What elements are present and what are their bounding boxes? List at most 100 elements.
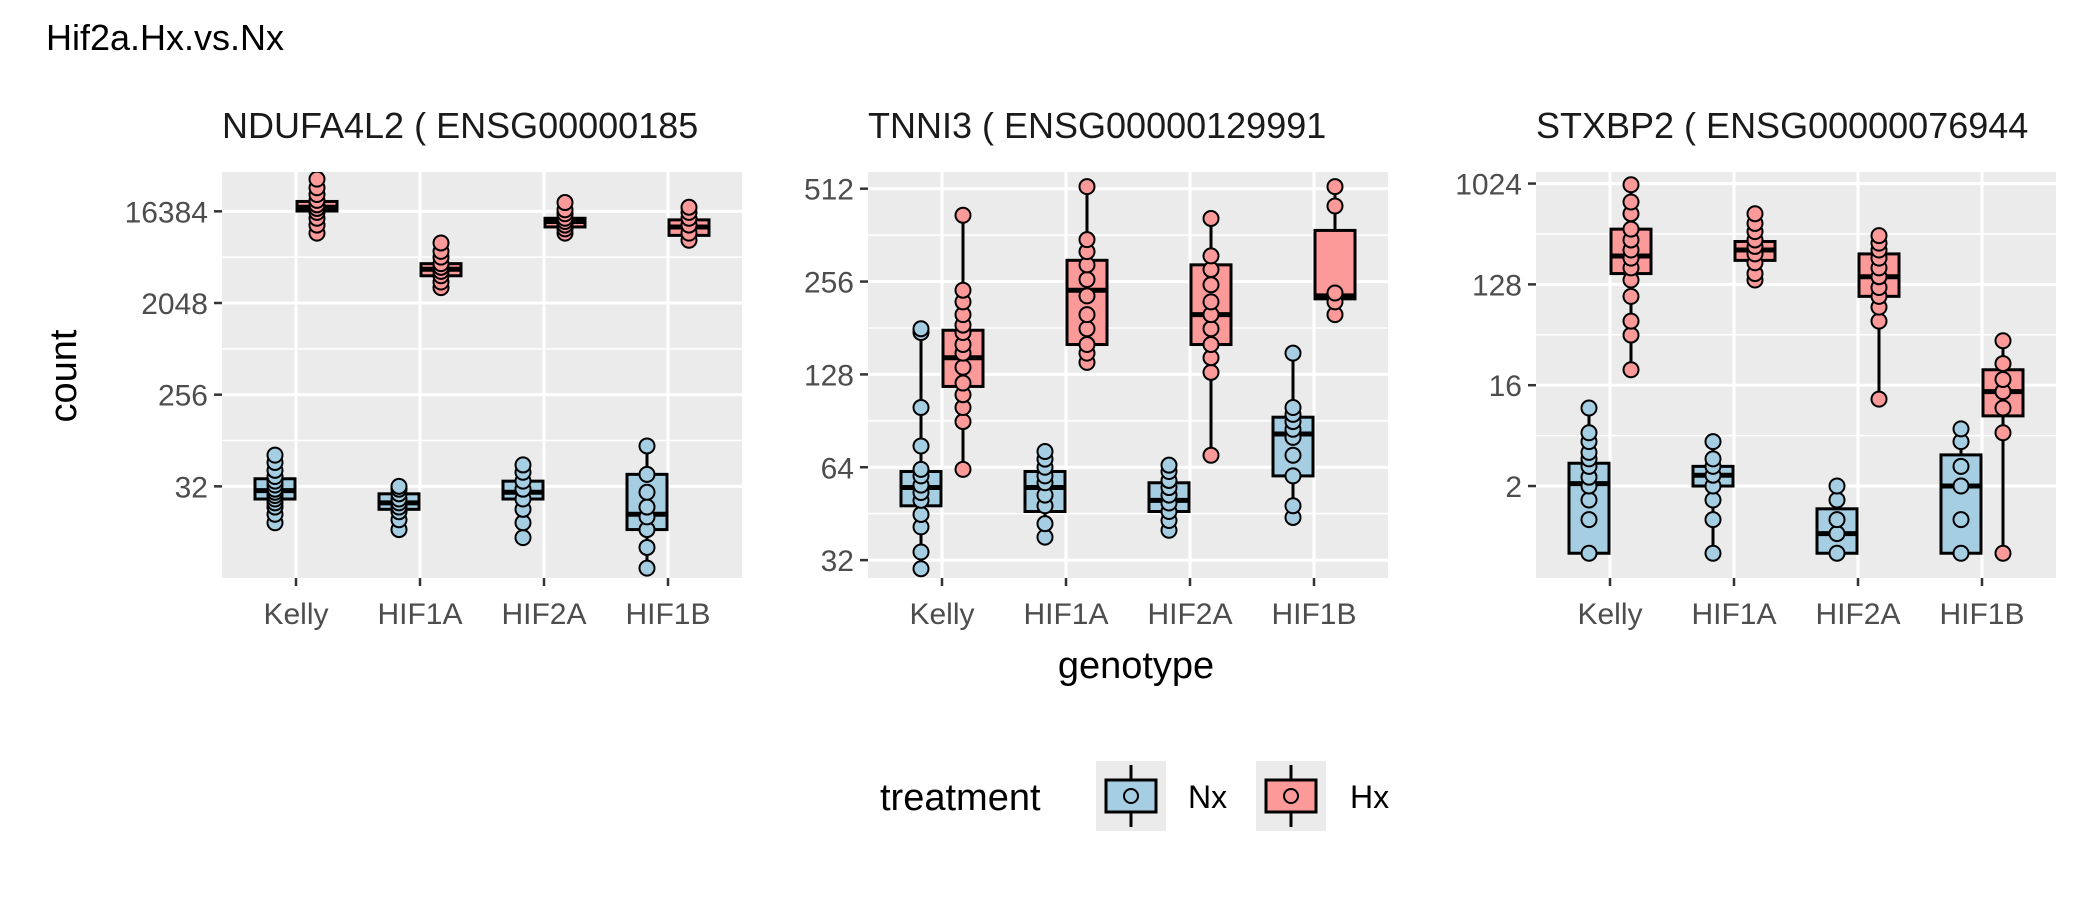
data-point	[1994, 355, 2012, 373]
x-tick-label: HIF1B	[625, 598, 710, 631]
legend-title: treatment	[880, 777, 1041, 819]
box-hif1b-nx	[625, 437, 669, 577]
data-point	[1994, 332, 2012, 350]
box-hif1b-hx	[1981, 332, 2025, 562]
box-hif1b-hx	[1313, 178, 1357, 324]
data-point	[1202, 363, 1220, 381]
data-point	[1828, 491, 1846, 509]
data-point	[1202, 336, 1220, 354]
data-point	[1828, 511, 1846, 529]
panel-3: 2 16 128 1024 Kelly HIF1A HIF2A HIF1B STXBP2 ( E…	[1455, 105, 2056, 631]
data-point	[1284, 344, 1302, 362]
data-point	[638, 498, 656, 516]
box-hif2a-nx	[1147, 456, 1191, 539]
y-tick-label: 2	[1505, 471, 1522, 504]
data-point	[954, 374, 972, 392]
box-hif2a-nx	[501, 456, 545, 547]
data-point	[1284, 497, 1302, 515]
data-point	[1202, 446, 1220, 464]
data-point	[1580, 424, 1598, 442]
data-point	[1828, 477, 1846, 495]
data-point	[1994, 399, 2012, 417]
data-point	[638, 538, 656, 556]
data-point	[1078, 178, 1096, 196]
data-point	[1202, 276, 1220, 294]
data-point	[1952, 511, 1970, 529]
data-point	[1952, 477, 1970, 495]
y-tick-label: 16	[1489, 370, 1522, 403]
legend-label-hx: Hx	[1350, 779, 1389, 815]
data-point	[954, 358, 972, 376]
x-tick-label: HIF1B	[1271, 598, 1356, 631]
panel-title: TNNI3 ( ENSG00000129991	[868, 105, 1326, 146]
box-hif1a-nx	[1023, 442, 1067, 546]
data-point	[1828, 544, 1846, 562]
data-point	[1326, 284, 1344, 302]
box-kelly-hx	[941, 206, 985, 478]
data-point	[1284, 446, 1302, 464]
box-hif1b-nx	[1271, 344, 1315, 526]
data-point	[1622, 361, 1640, 379]
data-point	[1704, 433, 1722, 451]
data-point	[1202, 209, 1220, 227]
data-point	[1622, 287, 1640, 305]
data-point	[638, 465, 656, 483]
data-point	[954, 460, 972, 478]
data-point	[1078, 270, 1096, 288]
box-kelly-hx	[295, 172, 339, 242]
data-point	[1160, 456, 1178, 474]
data-point	[1870, 227, 1888, 245]
data-point	[954, 281, 972, 299]
data-point	[1704, 544, 1722, 562]
data-point	[1952, 544, 1970, 562]
y-tick-label: 256	[804, 267, 854, 300]
box-hif1a-hx	[1733, 205, 1777, 289]
data-point	[1078, 320, 1096, 338]
data-point	[1078, 231, 1096, 249]
data-point	[1202, 293, 1220, 311]
box-marks	[253, 172, 711, 577]
facet-panels: 32 256 2048 16384 Kelly HIF1A HIF2A HIF1B NDUFA4…	[125, 105, 2056, 631]
data-point	[1704, 491, 1722, 509]
y-tick-label: 512	[804, 174, 854, 207]
box-hif1a-hx	[1065, 178, 1109, 371]
y-tick-label: 1024	[1455, 169, 1522, 202]
data-point	[912, 320, 930, 338]
box-hif1b-hx	[667, 198, 711, 249]
data-point	[680, 198, 698, 216]
data-point	[1580, 544, 1598, 562]
legend-key-nx	[1096, 761, 1166, 831]
x-tick-label: HIF1B	[1939, 598, 2024, 631]
box-hif2a-hx	[543, 194, 587, 242]
y-tick-label: 256	[158, 380, 208, 413]
data-point	[1870, 312, 1888, 330]
data-point	[1078, 336, 1096, 354]
data-point	[1622, 176, 1640, 194]
data-point	[1580, 511, 1598, 529]
x-tick-label: HIF2A	[1815, 598, 1900, 631]
data-point	[1284, 398, 1302, 416]
data-point	[912, 460, 930, 478]
data-point	[1870, 390, 1888, 408]
box-hif1a-hx	[419, 234, 463, 297]
panel-1: 32 256 2048 16384 Kelly HIF1A HIF2A HIF1B NDUFA4…	[125, 105, 742, 631]
data-point	[1622, 220, 1640, 238]
data-point	[638, 483, 656, 501]
data-point	[1704, 450, 1722, 468]
data-point	[1326, 197, 1344, 215]
box-kelly-nx	[1567, 399, 1611, 562]
x-tick-label: HIF1A	[377, 598, 462, 631]
box-marks	[1567, 176, 2025, 562]
data-point	[266, 446, 284, 464]
box-hif2a-nx	[1815, 477, 1859, 562]
x-tick-label: HIF2A	[1147, 598, 1232, 631]
x-tick-label: HIF1A	[1023, 598, 1108, 631]
x-tick-label: Kelly	[1577, 598, 1642, 631]
data-point	[1622, 193, 1640, 211]
data-point	[1994, 544, 2012, 562]
x-tick-label: Kelly	[263, 598, 328, 631]
data-point	[1078, 306, 1096, 324]
data-point	[1202, 247, 1220, 265]
data-point	[1952, 420, 1970, 438]
